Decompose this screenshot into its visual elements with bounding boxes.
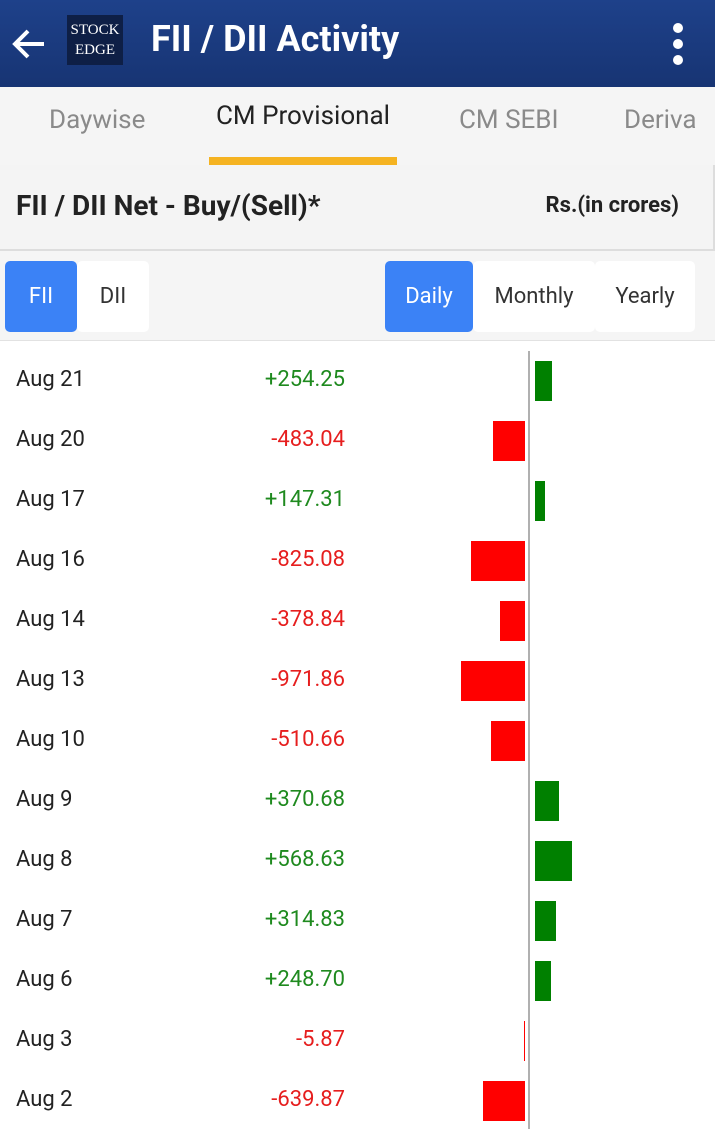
period-toggle[interactable]: Monthly [473, 261, 595, 332]
logo-text: STOCK [70, 22, 120, 38]
bar [493, 421, 525, 461]
tab[interactable]: Deriva [624, 105, 697, 135]
zero-axis [528, 351, 530, 1129]
date-label: Aug 9 [16, 787, 73, 812]
date-label: Aug 6 [16, 967, 73, 992]
bar [535, 841, 573, 881]
bar [535, 481, 545, 521]
section-header: FII / DII Net - Buy/(Sell)* Rs.(in crore… [0, 165, 715, 251]
bar [535, 781, 560, 821]
value-label: -510.66 [271, 727, 345, 752]
value-label: +254.25 [264, 367, 345, 392]
value-label: +568.63 [264, 847, 345, 872]
period-toggle[interactable]: Yearly [595, 261, 695, 332]
date-label: Aug 16 [16, 547, 85, 572]
date-label: Aug 17 [16, 487, 85, 512]
app-bar: STOCK EDGE FII / DII Activity [0, 0, 715, 87]
bar [535, 901, 556, 941]
date-label: Aug 20 [16, 427, 85, 452]
logo-text: EDGE [75, 42, 115, 58]
tab[interactable]: CM Provisional [216, 101, 390, 131]
date-label: Aug 8 [16, 847, 73, 872]
bar [482, 1081, 525, 1121]
value-label: -825.08 [271, 547, 345, 572]
entity-toggle[interactable]: DII [77, 261, 149, 332]
bar [535, 361, 552, 401]
value-label: -378.84 [271, 607, 345, 632]
date-label: Aug 14 [16, 607, 85, 632]
back-button[interactable] [8, 24, 48, 64]
menu-button[interactable] [668, 22, 688, 66]
tab-indicator [209, 157, 397, 165]
date-label: Aug 7 [16, 907, 73, 932]
tab[interactable]: CM SEBI [459, 105, 559, 135]
value-label: -639.87 [271, 1087, 345, 1112]
tab[interactable]: Daywise [49, 105, 146, 135]
date-label: Aug 3 [16, 1027, 73, 1052]
value-label: +147.31 [264, 487, 345, 512]
value-label: -971.86 [271, 667, 345, 692]
date-label: Aug 2 [16, 1087, 73, 1112]
value-label: +248.70 [264, 967, 345, 992]
bar [461, 661, 525, 701]
toggle-bar: FII DII Daily Monthly Yearly [0, 251, 715, 341]
value-label: +370.68 [264, 787, 345, 812]
unit-label: Rs.(in crores) [545, 193, 679, 218]
bar [491, 721, 525, 761]
bar [500, 601, 525, 641]
date-label: Aug 13 [16, 667, 85, 692]
logo: STOCK EDGE [67, 15, 123, 65]
title: FII / DII Activity [151, 18, 400, 60]
value-label: -5.87 [296, 1027, 345, 1052]
section-title: FII / DII Net - Buy/(Sell)* [16, 189, 321, 222]
bar [523, 1021, 525, 1061]
value-label: -483.04 [271, 427, 345, 452]
tab-bar: Daywise CM Provisional CM SEBI Deriva [0, 87, 715, 165]
activity-list: Aug 21 +254.25 Aug 20 -483.04 Aug 17 +147.31 A… [0, 341, 715, 1129]
entity-toggle[interactable]: FII [5, 261, 77, 332]
bar [470, 541, 525, 581]
date-label: Aug 21 [16, 367, 85, 392]
value-label: +314.83 [264, 907, 345, 932]
date-label: Aug 10 [16, 727, 85, 752]
period-toggle[interactable]: Daily [385, 261, 473, 332]
bar [535, 961, 552, 1001]
